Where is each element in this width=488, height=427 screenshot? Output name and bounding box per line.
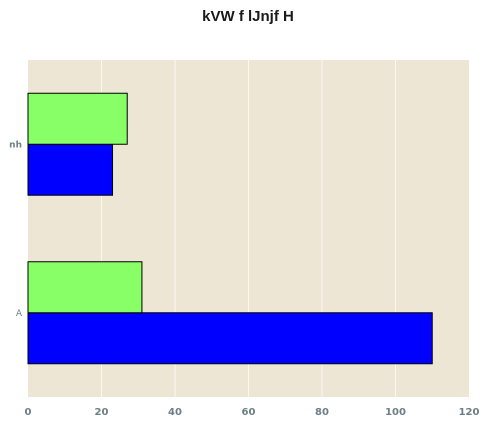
bar-nh-series-2 (27, 92, 128, 145)
chart-title: kVW f lJnjf H (202, 8, 294, 25)
bar-nh-series-1 (27, 143, 114, 196)
x-tick-label: 120 (459, 407, 480, 418)
x-tick-label: 40 (168, 407, 182, 418)
bar-A-series-1 (27, 312, 433, 365)
x-tick-label: 20 (95, 407, 109, 418)
y-tick-label: A (16, 309, 23, 319)
x-tick-label: 0 (25, 407, 32, 418)
x-axis-ticks: 0 20 40 60 80 100 120 (25, 407, 480, 418)
y-tick-label: nh (9, 140, 22, 150)
x-tick-label: 60 (242, 407, 256, 418)
x-tick-label: 100 (385, 407, 406, 418)
bar-A-series-2 (27, 261, 143, 314)
y-axis-categories: Anh (9, 140, 23, 319)
x-tick-label: 80 (315, 407, 329, 418)
bars (27, 92, 433, 365)
